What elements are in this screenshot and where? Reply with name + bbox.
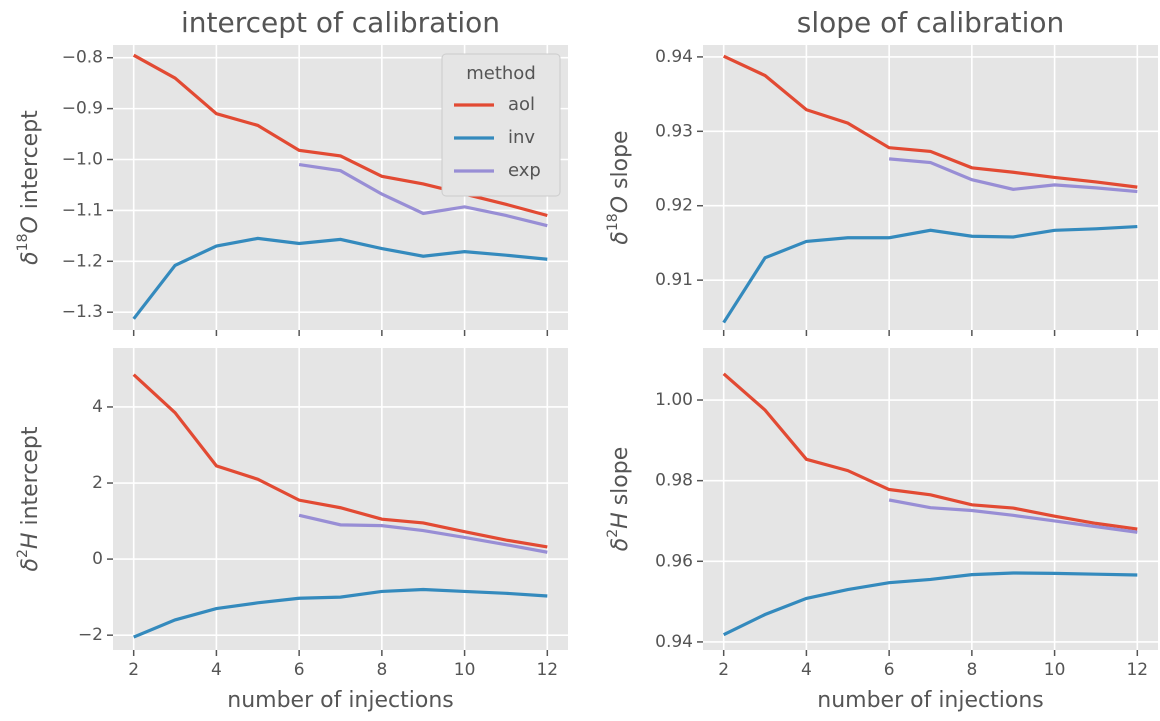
subplot-title: slope of calibration: [797, 6, 1064, 39]
y-tick-label: −0.9: [62, 99, 103, 119]
y-axis-label-part: 2: [15, 549, 31, 558]
series-line: [722, 224, 1138, 324]
x-tick-label: 12: [1126, 660, 1148, 680]
x-tick-label: 8: [376, 660, 387, 680]
series-line: [888, 498, 1138, 534]
y-tick-label: 0: [92, 549, 103, 569]
y-tick-label: 0.98: [655, 471, 693, 491]
x-tick-label: 4: [211, 660, 222, 680]
y-axis-label: δ2H intercept: [15, 426, 43, 571]
y-tick-label: −1.1: [62, 200, 103, 220]
x-tick-label: 2: [718, 660, 729, 680]
y-tick-label: −1.3: [62, 302, 103, 322]
y-tick-label: 0.94: [655, 632, 693, 652]
series-line: [298, 513, 548, 554]
x-tick-label: 10: [1044, 660, 1066, 680]
y-axis-label-part: δ: [18, 251, 43, 264]
y-axis-label: δ18O intercept: [15, 110, 43, 265]
subplot-title: intercept of calibration: [181, 6, 500, 39]
y-tick-label: 0.93: [655, 121, 693, 141]
x-tick-label: 12: [536, 660, 558, 680]
legend-label: inv: [508, 127, 535, 148]
plot-background: [703, 348, 1158, 650]
x-axis-label: number of injections: [227, 688, 453, 713]
y-axis-label-part: δ: [608, 538, 633, 551]
y-tick-label: −1.2: [62, 251, 103, 271]
y-axis-label-part: 18: [605, 213, 621, 231]
y-axis-label: δ18O slope: [605, 130, 633, 244]
series-line: [723, 54, 1138, 189]
y-tick-label: 0.92: [655, 196, 693, 216]
x-tick-label: 6: [884, 660, 895, 680]
y-axis-label-part: slope: [608, 447, 633, 513]
y-axis-label-part: slope: [608, 130, 633, 196]
y-tick-label: 0.96: [655, 551, 693, 571]
x-tick-label: 4: [801, 660, 812, 680]
y-axis-label-part: H: [608, 512, 633, 529]
y-tick-label: 0.94: [655, 47, 693, 67]
legend-box: [441, 53, 561, 197]
y-axis-label-part: 2: [605, 529, 621, 538]
y-tick-label: 2: [92, 473, 103, 493]
y-axis-label-part: intercept: [18, 426, 43, 532]
y-axis-label-part: 18: [15, 234, 31, 252]
legend-label: aol: [508, 94, 535, 115]
y-tick-label: 4: [92, 397, 103, 417]
series-line: [132, 53, 548, 218]
series-line: [132, 373, 548, 549]
y-tick-label: −0.8: [62, 48, 103, 68]
y-axis-label-part: O: [608, 196, 633, 213]
x-axis-label: number of injections: [817, 688, 1043, 713]
y-tick-label: −1.0: [62, 150, 103, 170]
legend-title: method: [466, 63, 536, 84]
x-tick-label: 8: [966, 660, 977, 680]
y-axis-label-part: δ: [18, 558, 43, 571]
series-line: [133, 587, 548, 639]
y-axis-label-part: H: [18, 533, 43, 550]
y-tick-label: 1.00: [655, 390, 693, 410]
series-line: [722, 571, 1138, 637]
y-tick-label: −2: [78, 625, 103, 645]
y-tick-label: 0.91: [655, 270, 693, 290]
series-line: [132, 236, 548, 320]
series-line: [298, 163, 548, 228]
legend-label: exp: [508, 160, 541, 181]
x-tick-label: 6: [294, 660, 305, 680]
y-axis-label: δ2H slope: [605, 447, 633, 551]
x-tick-label: 2: [128, 660, 139, 680]
series-line: [888, 157, 1138, 194]
plot-background: [113, 348, 568, 650]
series-line: [722, 372, 1138, 531]
y-axis-label-part: δ: [608, 231, 633, 244]
x-tick-label: 10: [454, 660, 476, 680]
y-axis-label-part: intercept: [18, 110, 43, 216]
y-axis-label-part: O: [18, 216, 43, 233]
